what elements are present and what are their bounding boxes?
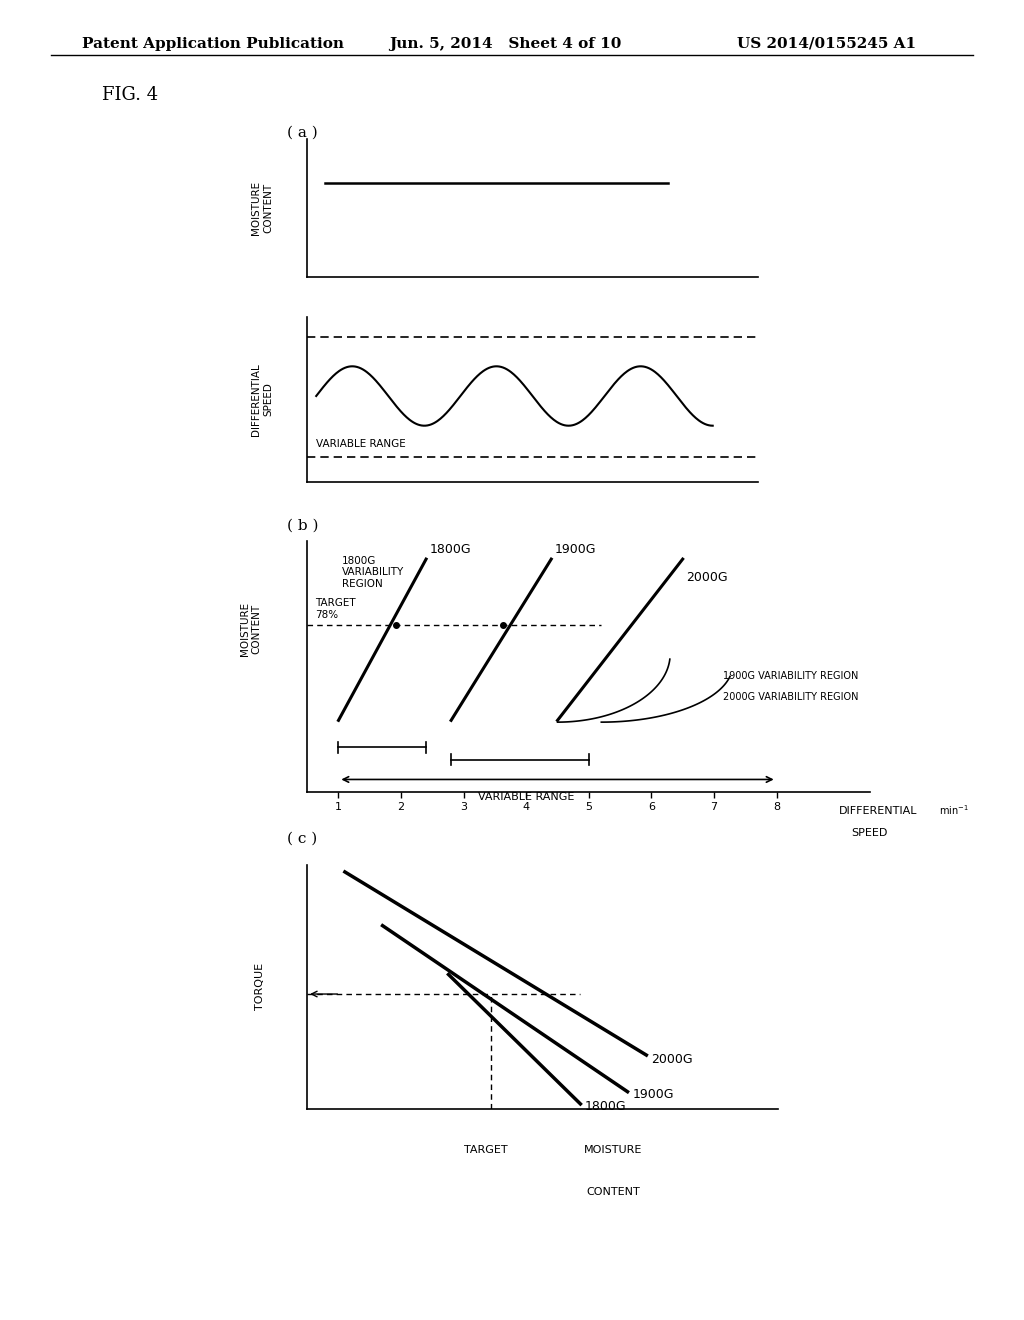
- Text: 2000G VARIABILITY REGION: 2000G VARIABILITY REGION: [723, 692, 859, 702]
- Text: US 2014/0155245 A1: US 2014/0155245 A1: [737, 37, 916, 51]
- Text: ( c ): ( c ): [287, 832, 317, 846]
- Text: ( b ): ( b ): [287, 519, 318, 533]
- Text: TIME  t: TIME t: [511, 330, 554, 343]
- Text: MOISTURE
CONTENT: MOISTURE CONTENT: [251, 181, 273, 235]
- Text: Patent Application Publication: Patent Application Publication: [82, 37, 344, 51]
- Text: $\mathregular{min^{-1}}$: $\mathregular{min^{-1}}$: [939, 803, 969, 817]
- Text: 1800G: 1800G: [429, 543, 471, 556]
- Text: 1800G
VARIABILITY
REGION: 1800G VARIABILITY REGION: [342, 556, 403, 589]
- Text: CONTENT: CONTENT: [587, 1187, 640, 1197]
- Text: 1800G: 1800G: [585, 1100, 627, 1113]
- Text: 2000G: 2000G: [651, 1053, 692, 1067]
- Text: TARGET: TARGET: [464, 1146, 508, 1155]
- Text: DIFFERENTIAL: DIFFERENTIAL: [839, 807, 918, 816]
- Text: VARIABLE RANGE: VARIABLE RANGE: [478, 792, 574, 803]
- Text: SPEED: SPEED: [852, 828, 888, 838]
- Text: Jun. 5, 2014   Sheet 4 of 10: Jun. 5, 2014 Sheet 4 of 10: [389, 37, 622, 51]
- Text: FIG. 4: FIG. 4: [102, 86, 159, 104]
- Text: 1900G: 1900G: [632, 1088, 674, 1101]
- Text: 1900G: 1900G: [554, 543, 596, 556]
- Text: MOISTURE: MOISTURE: [584, 1146, 643, 1155]
- Text: ( a ): ( a ): [287, 125, 317, 140]
- Text: DIFFERENTIAL
SPEED: DIFFERENTIAL SPEED: [251, 363, 273, 436]
- Text: 1900G VARIABILITY REGION: 1900G VARIABILITY REGION: [723, 671, 859, 681]
- Text: 2000G: 2000G: [686, 570, 727, 583]
- Text: TIME  t: TIME t: [511, 540, 554, 553]
- Text: VARIABLE RANGE: VARIABLE RANGE: [316, 438, 406, 449]
- Text: MOISTURE
CONTENT: MOISTURE CONTENT: [240, 602, 262, 656]
- Text: TORQUE: TORQUE: [255, 964, 265, 1010]
- Text: TARGET
78%: TARGET 78%: [314, 598, 355, 620]
